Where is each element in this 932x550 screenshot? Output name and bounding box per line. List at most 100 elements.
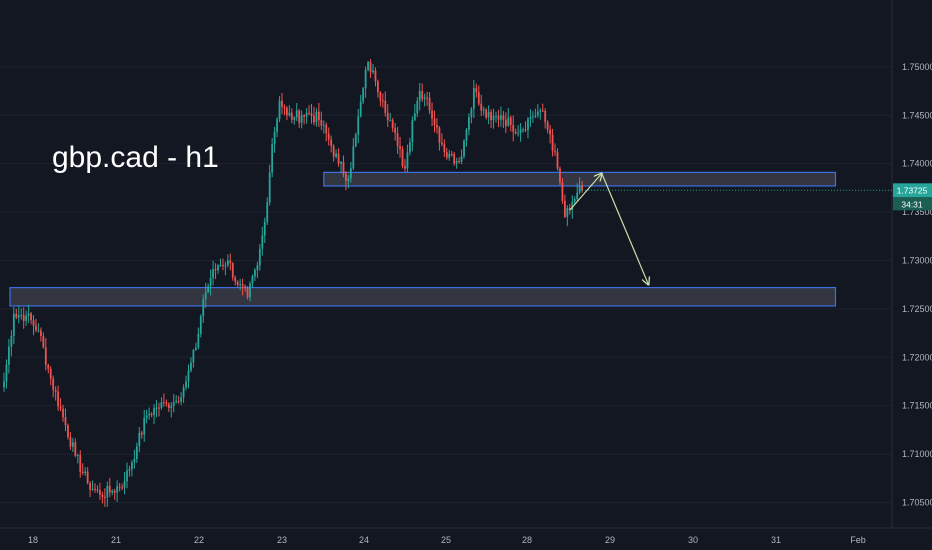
candle-body [3,381,5,388]
grid-layer [0,66,892,503]
candle-body [519,129,522,133]
candle-body [406,152,409,169]
candle-body [103,496,106,498]
candle-body [81,471,84,474]
candle-body [500,115,502,120]
candle-body [27,313,30,316]
candle-body [148,413,151,416]
candle-body [568,208,571,211]
candle-body [197,333,200,348]
x-tick-label: 21 [111,535,121,545]
candle-body [298,110,301,123]
candle-body [561,182,564,201]
candle-body [305,112,308,117]
candle-body [84,471,87,474]
candle-body [477,92,480,104]
current-price-box [893,183,932,198]
candle-body [59,406,62,409]
candle-body [150,413,153,416]
candle-body [374,70,377,82]
candle-body [322,124,325,126]
candle-body [126,470,128,482]
candle-body [293,117,296,120]
candle-body [522,129,524,131]
candle-body [222,264,224,267]
candle-body [44,347,47,365]
candle-body [517,132,520,134]
candle-body [111,490,114,493]
candle-body [445,152,448,158]
candle-body [131,462,133,470]
x-tick-label: 24 [359,535,369,545]
candle-body [423,97,426,100]
arrow-layer [569,173,649,284]
candle-body [438,127,441,143]
candle-body [458,161,460,163]
candle-body [317,111,320,121]
projection-arrow [569,173,602,211]
candle-body [416,100,419,114]
candle-body [268,172,271,203]
candle-body [94,488,96,490]
candle-body [199,316,202,334]
candle-body [512,124,515,132]
candle-body [431,110,433,119]
candle-body [204,292,207,300]
candle-body [165,402,168,404]
candle-body [448,154,451,158]
candle-body [359,101,362,117]
candle-body [288,112,291,116]
candle-body [320,120,323,126]
candle-body [224,265,227,267]
candle-body [413,113,416,121]
candle-body [153,408,155,416]
candle-body [35,325,37,331]
candle-body [258,248,261,266]
candle-body [578,185,581,193]
candle-body [401,149,404,166]
candle-body [295,110,298,118]
candle-body [313,115,315,123]
y-tick-label: 1.70500 [902,497,932,507]
candle-body [325,124,328,134]
candle-body [234,277,237,282]
candle-body [468,117,470,130]
candle-body [581,185,583,191]
candle-body [421,91,424,100]
candle-body [391,120,394,129]
candle-body [15,313,18,318]
candle-body [140,432,143,435]
candle-body [106,485,109,498]
candle-body [536,111,539,116]
candle-body [278,100,281,120]
candle-body [470,108,473,118]
x-tick-label: 29 [605,535,615,545]
candle-body [315,111,318,123]
candle-body [377,81,379,93]
candle-body [482,109,485,111]
candle-body [418,91,421,101]
candle-body [349,168,352,179]
candle-body [167,403,170,408]
candle-body [158,407,160,409]
candle-body [17,315,20,318]
candle-body [539,110,542,112]
candle-body [273,131,276,145]
candle-body [443,144,446,153]
candle-body [495,115,497,117]
candle-body [192,349,195,363]
price-axis[interactable]: 1.70500 1.71000 1.71500 1.72000 1.72500 1.730… [902,62,932,508]
candle-body [49,368,52,379]
countdown-label: 34:31 [901,199,923,209]
candle-body [576,192,579,200]
candle-body [99,490,101,495]
x-tick-label: 22 [194,535,204,545]
time-axis[interactable]: 18 21 22 23 24 25 28 29 30 31 Feb [28,535,866,545]
candle-body [342,161,345,175]
candle-body [381,100,384,102]
y-tick-label: 1.72500 [902,304,932,314]
candle-body [384,100,387,113]
candle-body [487,111,490,118]
